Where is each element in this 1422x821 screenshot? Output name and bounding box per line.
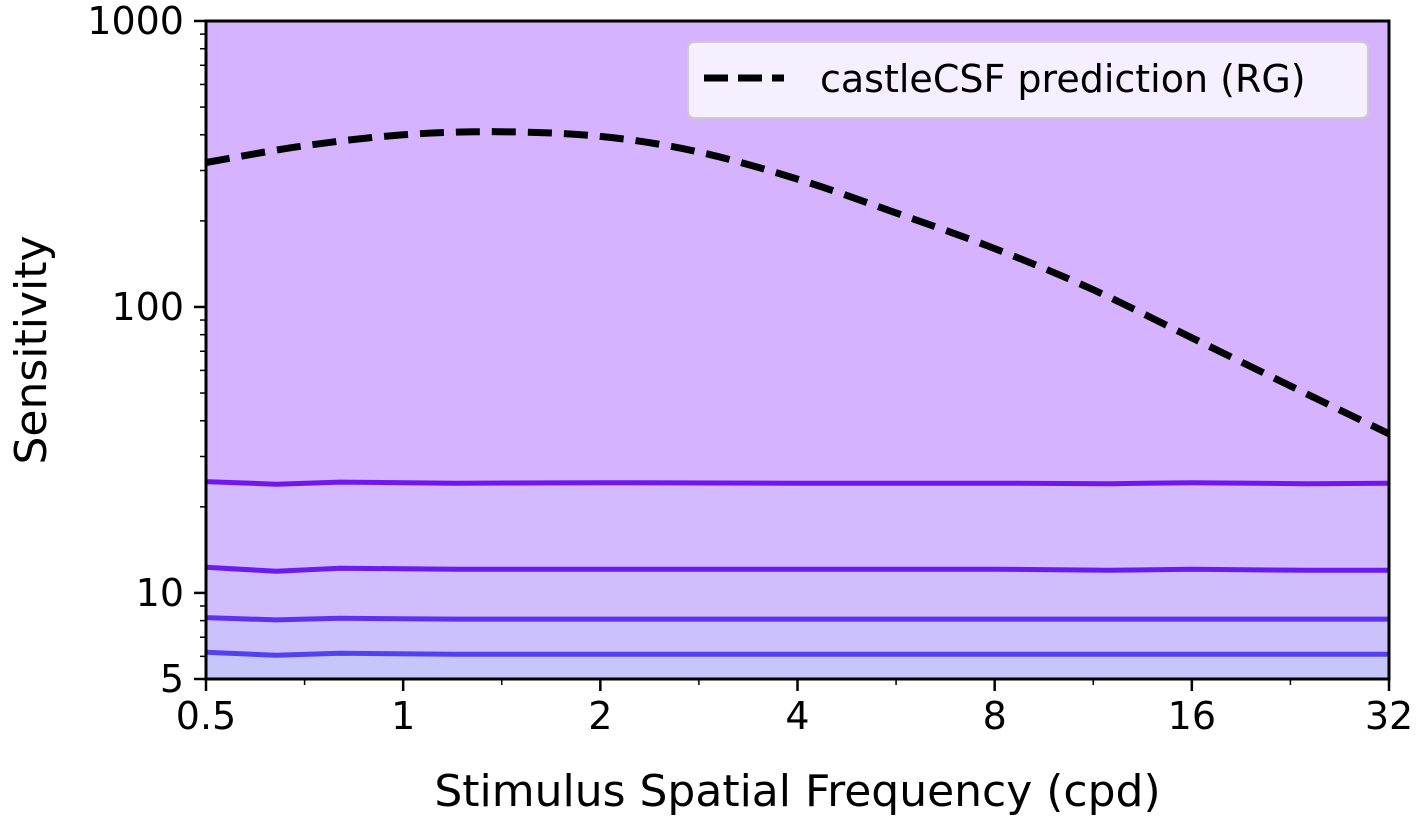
y-tick-label: 5 — [160, 657, 184, 701]
legend-label-prediction: castleCSF prediction (RG) — [820, 57, 1306, 101]
sensitivity-line-2 — [205, 564, 1389, 574]
x-tick-label: 8 — [983, 694, 1007, 738]
x-tick-label: 16 — [1168, 694, 1216, 738]
y-tick-label: 10 — [136, 571, 184, 615]
band-fill-2 — [206, 619, 1389, 655]
y-tick-label: 1000 — [87, 0, 184, 43]
x-axis-label: Stimulus Spatial Frequency (cpd) — [434, 766, 1160, 817]
band-fill-4 — [206, 483, 1389, 570]
sensitivity-line-4 — [205, 649, 1389, 658]
prediction-line — [205, 128, 1391, 437]
x-tick-label: 32 — [1365, 694, 1413, 738]
sensitivity-line-3 — [205, 615, 1389, 623]
x-tick-label: 1 — [391, 694, 415, 738]
legend: castleCSF prediction (RG) — [687, 41, 1369, 119]
x-tick-label: 4 — [785, 694, 809, 738]
x-axis-ticks: 0.5 1 2 4 8 16 32 — [176, 679, 1413, 738]
y-axis-ticks: 5 10 100 1000 — [87, 0, 206, 701]
sensitivity-series — [205, 479, 1390, 658]
legend-box — [687, 41, 1369, 119]
x-tick-label: 2 — [588, 694, 612, 738]
band-fill-1 — [206, 654, 1389, 679]
y-tick-label: 100 — [111, 285, 184, 329]
sensitivity-line-1 — [205, 479, 1390, 487]
y-axis-label: Sensitivity — [6, 235, 57, 464]
band-fill-3 — [206, 569, 1389, 620]
x-tick-label: 0.5 — [176, 694, 236, 738]
prediction-series — [205, 128, 1391, 437]
